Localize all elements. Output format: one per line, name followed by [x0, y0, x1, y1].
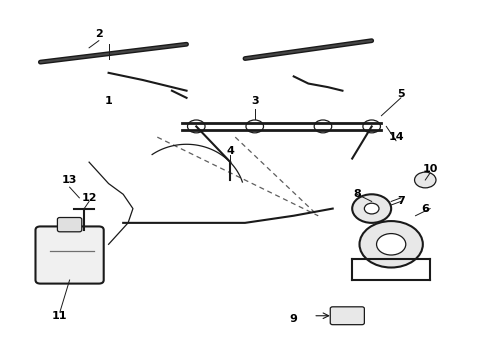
Text: 1: 1: [105, 96, 112, 107]
Text: 5: 5: [397, 89, 405, 99]
Text: 6: 6: [421, 203, 429, 213]
Text: 7: 7: [397, 197, 405, 206]
Text: 12: 12: [81, 193, 97, 203]
Text: 8: 8: [353, 189, 361, 199]
Text: 13: 13: [62, 175, 77, 185]
Text: 2: 2: [95, 28, 103, 39]
Text: 14: 14: [388, 132, 404, 142]
Text: 10: 10: [422, 164, 438, 174]
Circle shape: [360, 221, 423, 267]
Text: 9: 9: [290, 314, 297, 324]
Circle shape: [415, 172, 436, 188]
Circle shape: [365, 203, 379, 214]
Text: 4: 4: [226, 147, 234, 157]
Circle shape: [376, 234, 406, 255]
Text: 11: 11: [52, 311, 68, 321]
Circle shape: [352, 194, 391, 223]
Text: 3: 3: [251, 96, 259, 107]
FancyBboxPatch shape: [330, 307, 365, 325]
FancyBboxPatch shape: [35, 226, 104, 284]
FancyBboxPatch shape: [57, 217, 82, 232]
